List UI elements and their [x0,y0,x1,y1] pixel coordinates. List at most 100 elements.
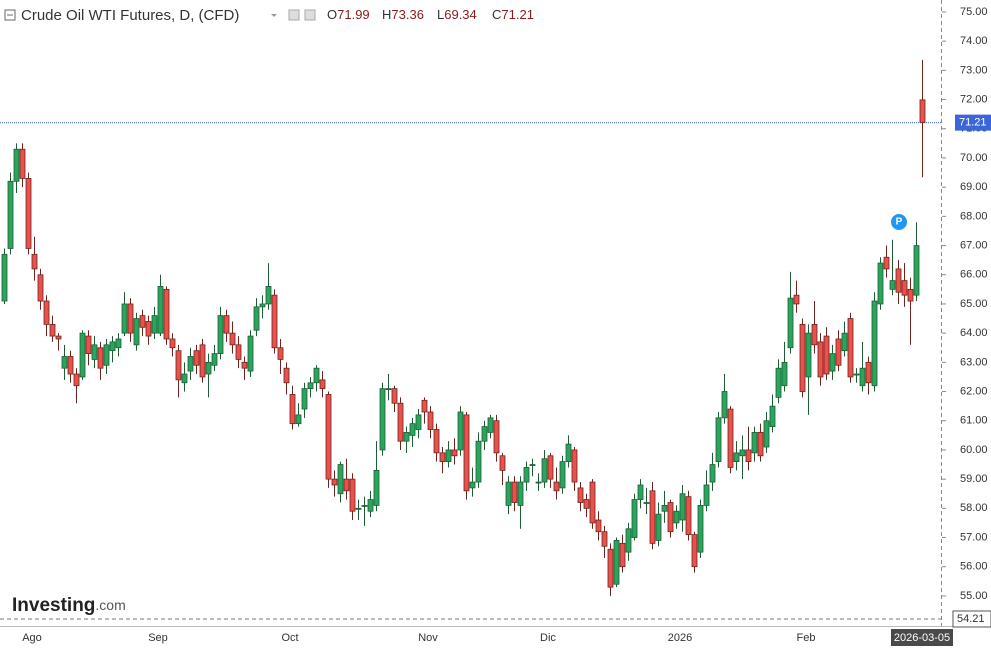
candle-body [205,361,212,375]
candle-body [667,502,674,533]
candle-body [493,420,500,454]
candle-body [559,461,566,489]
candle-body [841,332,848,352]
candle-body [265,286,272,305]
candle-body [529,464,536,466]
candle-body [895,268,902,293]
collapse-icon[interactable] [4,9,16,21]
crosshair-label-box [952,610,991,628]
candle-body [469,481,476,489]
icon-b[interactable] [304,9,316,21]
candle-body [259,303,266,308]
candle-body [487,417,494,433]
candle-body [919,99,926,124]
candle-body [709,464,716,483]
candle-body [565,443,572,463]
candle-body [547,455,554,480]
candle-body [229,332,236,346]
y-tick-label: 63.00 [960,356,988,368]
candle-body [121,303,128,334]
watermark-suffix: .com [95,597,125,613]
candle-body [739,449,746,457]
ohlc-item: C71.21 [492,7,534,22]
candle-body [427,411,434,430]
candle-body [247,335,254,372]
candle-body [499,455,506,471]
crosshair-label: 54.21 [957,613,985,625]
y-tick-label: 60.00 [960,444,988,456]
candle-body [85,335,92,354]
x-current-date-box [891,629,953,646]
x-tick-label: Sep [148,632,168,644]
candle-body [643,502,650,504]
candle-body [115,338,122,349]
candle-body [835,338,842,366]
candle-body [685,496,692,536]
candle-body [847,318,854,378]
candle-body [517,481,524,506]
candle-body [619,542,626,568]
y-tick-label: 66.00 [960,269,988,281]
candle-body [715,417,722,463]
ohlc-item: L69.34 [437,7,477,22]
candle-body [703,484,710,506]
y-tick-label: 67.00 [960,239,988,251]
candle-body [607,548,614,588]
candle-body [589,481,596,524]
candle-body [139,315,146,328]
candle-body [421,399,428,413]
candle-body [811,323,818,346]
chart-title: Crude Oil WTI Futures, D, (CFD) [21,7,239,24]
y-tick-label: 59.00 [960,473,988,485]
candle-body [481,426,488,442]
candle-body [781,361,788,387]
ohlc-letter: H [382,7,391,22]
y-tick-label: 56.00 [960,561,988,573]
icon-a[interactable] [288,9,300,21]
candle-body [601,531,608,547]
candle-body [865,361,872,384]
candle-body [409,423,416,436]
candle-body [859,367,866,387]
candle-body [169,338,176,349]
candle-body [55,335,62,340]
candle-body [295,414,302,425]
title-caret[interactable] [271,14,277,17]
y-tick-label: 70.00 [960,152,988,164]
ohlc-letter: C [492,7,501,22]
candle-body [73,373,80,387]
ohlc-value: 71.21 [501,7,534,22]
y-tick-label: 65.00 [960,298,988,310]
candle-body [853,373,860,376]
watermark: Investing.com [12,595,126,616]
candle-body [271,294,278,349]
candle-body [391,388,398,404]
candle-body [325,394,332,480]
ohlc-value: 69.34 [444,7,477,22]
candle-body [91,344,98,360]
candle-body [31,253,38,270]
candle-body [103,344,110,366]
candle-body [745,449,752,463]
candle-body [631,499,638,538]
candle-body [787,297,794,349]
candle-body [37,274,44,302]
candle-body [901,280,908,296]
candle-body [403,432,410,442]
annotation-label: P [896,217,903,228]
annotation-badge[interactable] [891,214,907,230]
y-tick-label: 55.00 [960,590,988,602]
candle-body [241,361,248,369]
candle-body [451,449,458,457]
candle-body [277,347,284,360]
candle-body [907,288,914,302]
candle-body [445,449,452,463]
candle-body [727,408,734,468]
last-price-box [955,114,991,131]
ohlc-letter: L [437,7,444,22]
candle-body [553,481,560,492]
candle-body [61,356,68,369]
candle-body [283,367,290,384]
